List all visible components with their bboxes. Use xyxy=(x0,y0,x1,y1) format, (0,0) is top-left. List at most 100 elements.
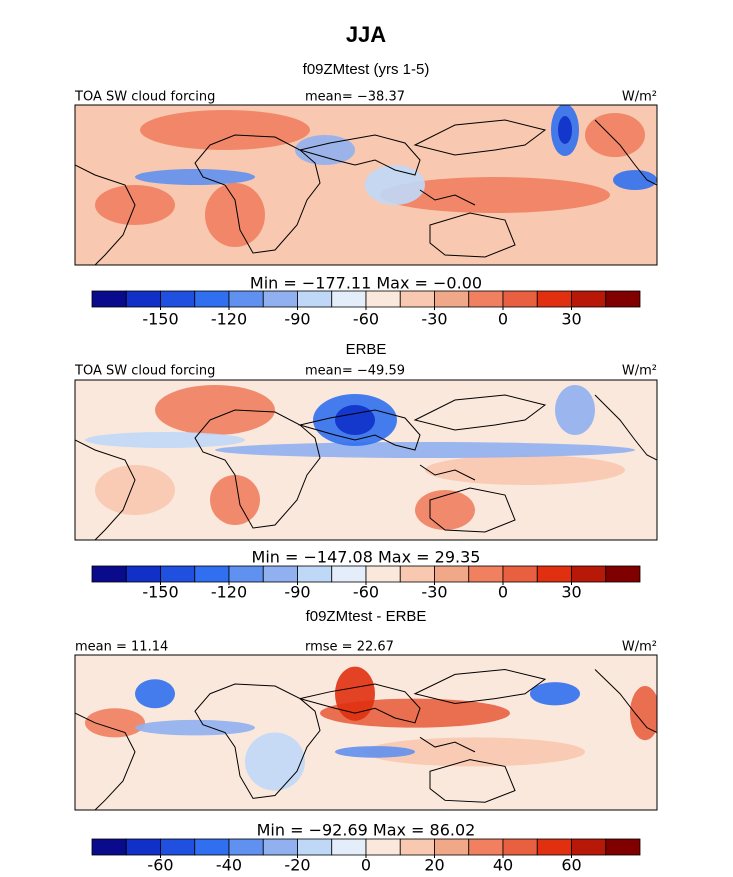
coastline xyxy=(300,684,420,723)
field-blob xyxy=(135,679,175,709)
colorbar-box xyxy=(125,838,161,856)
colorbar-box xyxy=(331,838,367,856)
field-blob xyxy=(135,719,255,736)
panel-units: W/m² xyxy=(622,640,657,655)
coastline xyxy=(75,165,135,265)
colorbar-tick-label: -150 xyxy=(142,310,178,329)
colorbar-box xyxy=(399,838,435,856)
coastline xyxy=(195,135,320,253)
colorbar-box xyxy=(297,290,333,308)
field-blob xyxy=(380,177,610,213)
panel-left-label: TOA SW cloud forcing xyxy=(74,90,215,105)
field-blob xyxy=(630,686,657,741)
panel-left-label: mean = 11.14 xyxy=(75,640,168,655)
field-blob xyxy=(613,170,657,190)
colorbar-box xyxy=(331,290,367,308)
colorbar-box xyxy=(194,838,230,856)
colorbar-tick-label: -20 xyxy=(284,856,310,875)
colorbar-tick-label: -90 xyxy=(284,310,310,329)
coastline xyxy=(420,190,475,205)
colorbar-box xyxy=(228,838,264,856)
coastline xyxy=(415,120,545,155)
map-frame xyxy=(75,105,657,265)
coastline xyxy=(430,488,515,532)
colorbar-box xyxy=(228,565,264,583)
colorbar-box xyxy=(365,565,401,583)
coastline xyxy=(195,410,320,528)
field-blob xyxy=(210,475,260,525)
field-blob xyxy=(425,455,625,485)
field-blob xyxy=(135,169,255,185)
colorbar-tick-label: -60 xyxy=(353,583,379,602)
field-blob xyxy=(585,113,645,157)
colorbar-tick-label: 30 xyxy=(561,583,581,602)
colorbar-box xyxy=(468,838,504,856)
colorbar-box xyxy=(571,565,607,583)
coastline xyxy=(415,395,545,430)
field-blob xyxy=(215,442,635,458)
map-field xyxy=(75,105,657,265)
coastline xyxy=(300,135,420,175)
map xyxy=(75,104,657,265)
colorbar-box xyxy=(125,290,161,308)
colorbar-tick-label: -30 xyxy=(421,310,447,329)
colorbar-box xyxy=(91,565,127,583)
field-blob xyxy=(558,116,572,144)
min-max-stats: Min = −147.08 Max = 29.35 xyxy=(252,548,481,567)
panel-center-label: rmse = 22.67 xyxy=(305,640,394,655)
colorbar-tick-label: -90 xyxy=(284,583,310,602)
colorbar-box xyxy=(502,290,538,308)
colorbar-box xyxy=(468,565,504,583)
field-blob xyxy=(155,385,275,435)
coastline xyxy=(595,120,657,185)
colorbar-box xyxy=(160,565,196,583)
colorbar-tick-label: 20 xyxy=(424,856,444,875)
colorbar-box xyxy=(228,290,264,308)
coastline xyxy=(595,670,657,733)
field-blob xyxy=(335,666,375,721)
colorbar-tick-label: 0 xyxy=(361,856,371,875)
panel-units: W/m² xyxy=(622,90,657,105)
panel-left-label: TOA SW cloud forcing xyxy=(74,364,215,379)
field-blob xyxy=(335,746,415,758)
colorbar-box xyxy=(434,838,470,856)
field-blob xyxy=(335,405,375,435)
colorbar-tick-label: -60 xyxy=(147,856,173,875)
colorbar-tick-label: 0 xyxy=(498,310,508,329)
colorbar-box xyxy=(262,290,298,308)
colorbar-box xyxy=(262,838,298,856)
panel-center-label: mean= −49.59 xyxy=(305,364,405,379)
field-blob xyxy=(555,385,595,435)
map-field xyxy=(75,655,657,810)
colorbar-box xyxy=(434,565,470,583)
field-blob xyxy=(205,183,265,247)
field-blob xyxy=(95,465,175,515)
colorbar-box xyxy=(297,838,333,856)
colorbar-box xyxy=(91,290,127,308)
panel-center-label: mean= −38.37 xyxy=(305,90,405,105)
field-blob xyxy=(85,432,245,448)
panel-units: W/m² xyxy=(622,364,657,379)
colorbar-box xyxy=(160,290,196,308)
colorbar-tick-label: -30 xyxy=(421,583,447,602)
colorbar-tick-label: 30 xyxy=(561,310,581,329)
colorbar-tick-label: -120 xyxy=(211,583,247,602)
colorbar-box xyxy=(605,290,641,308)
map-frame xyxy=(75,655,657,810)
colorbar-tick-label: -150 xyxy=(142,583,178,602)
coastline xyxy=(195,684,320,798)
colorbar-tick-label: 40 xyxy=(493,856,513,875)
colorbar-box xyxy=(91,838,127,856)
colorbar-box xyxy=(468,290,504,308)
colorbar-box xyxy=(331,565,367,583)
colorbar-tick-label: -60 xyxy=(353,310,379,329)
coastline xyxy=(300,410,420,450)
field-blob xyxy=(85,708,145,738)
colorbar-box xyxy=(194,290,230,308)
colorbar-box xyxy=(262,565,298,583)
field-blob xyxy=(365,165,425,205)
colorbar-box xyxy=(160,838,196,856)
coastline xyxy=(595,395,657,460)
coastline xyxy=(430,760,515,803)
